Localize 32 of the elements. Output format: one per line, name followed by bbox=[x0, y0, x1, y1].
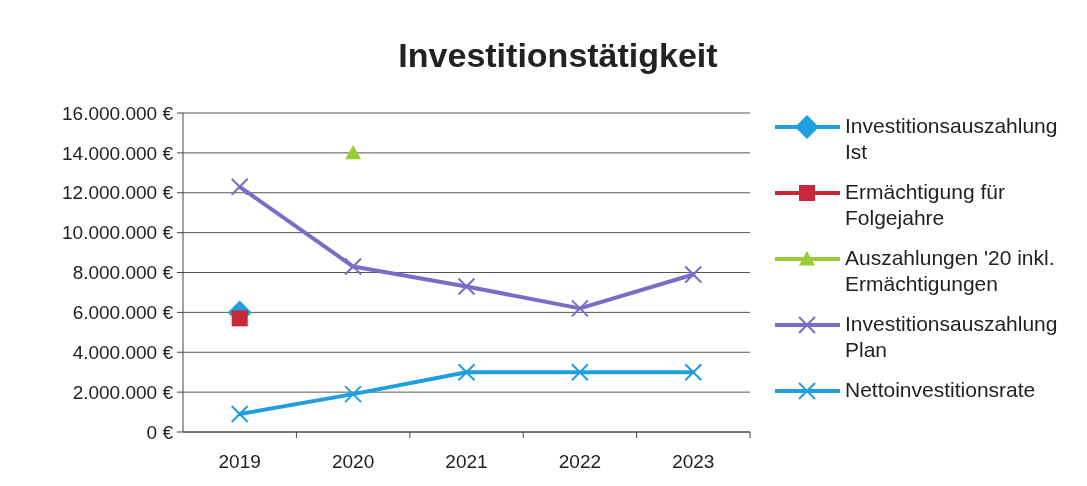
x-tick-label: 2020 bbox=[331, 451, 375, 472]
point bbox=[230, 405, 249, 424]
point bbox=[457, 363, 476, 382]
point bbox=[457, 277, 476, 296]
y-tick-label: 10.000.000 € bbox=[62, 222, 174, 244]
point bbox=[345, 144, 362, 160]
y-tick-label: 8.000.000 € bbox=[72, 262, 174, 284]
legend-label: Investitionsauszahlung Plan bbox=[845, 312, 1058, 361]
y-tick-label: 14.000.000 € bbox=[62, 142, 174, 164]
point bbox=[570, 363, 589, 382]
x-tick-label: 2019 bbox=[218, 451, 261, 472]
legend-label: Investitionsauszahlung Ist bbox=[845, 114, 1058, 163]
y-tick-label: 2.000.000 € bbox=[72, 381, 174, 403]
y-tick-label: 16.000.000 € bbox=[62, 102, 174, 124]
point bbox=[230, 177, 249, 196]
x-tick-label: 2022 bbox=[558, 451, 602, 472]
y-tick-label: 6.000.000 € bbox=[72, 302, 174, 324]
point bbox=[684, 363, 703, 382]
point bbox=[344, 257, 363, 276]
legend-label: Nettoinvestitionsrate bbox=[845, 378, 1036, 401]
x-tick-label: 2023 bbox=[672, 451, 715, 472]
point bbox=[344, 385, 363, 404]
y-tick-label: 12.000.000 € bbox=[62, 182, 174, 204]
y-tick-label: 0 € bbox=[146, 421, 174, 443]
legend-label: Ermächtigung für Folgejahre bbox=[845, 180, 1005, 229]
chart-title: Investitionstätigkeit bbox=[398, 36, 718, 74]
y-tick-label: 4.000.000 € bbox=[72, 341, 174, 363]
x-tick-label: 2021 bbox=[445, 451, 488, 472]
point bbox=[570, 299, 589, 318]
point bbox=[231, 310, 248, 327]
legend-label: Auszahlungen '20 inkl. Ermächtigungen bbox=[845, 246, 1055, 295]
point bbox=[684, 265, 703, 284]
